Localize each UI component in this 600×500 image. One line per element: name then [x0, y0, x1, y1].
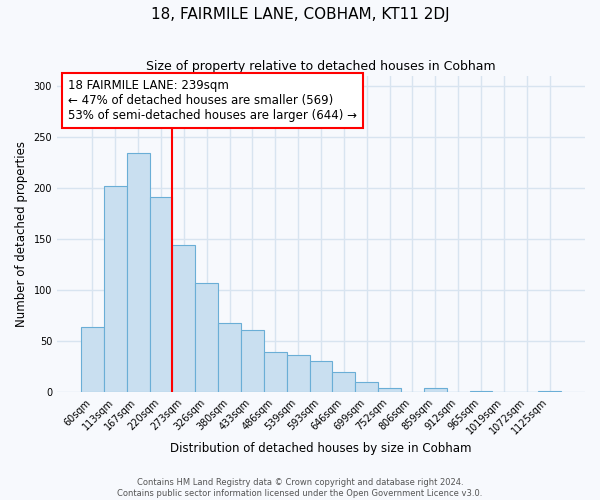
Bar: [264, 352, 287, 393]
Bar: [424, 388, 447, 392]
Bar: [310, 360, 332, 392]
X-axis label: Distribution of detached houses by size in Cobham: Distribution of detached houses by size …: [170, 442, 472, 455]
Title: Size of property relative to detached houses in Cobham: Size of property relative to detached ho…: [146, 60, 496, 73]
Bar: [196, 283, 218, 393]
Bar: [127, 153, 149, 392]
Bar: [218, 323, 241, 392]
Bar: [287, 354, 310, 393]
Text: 18 FAIRMILE LANE: 239sqm
← 47% of detached houses are smaller (569)
53% of semi-: 18 FAIRMILE LANE: 239sqm ← 47% of detach…: [68, 78, 356, 122]
Bar: [355, 382, 378, 392]
Bar: [378, 388, 401, 392]
Bar: [241, 330, 264, 392]
Bar: [149, 197, 172, 392]
Bar: [332, 372, 355, 392]
Bar: [81, 327, 104, 392]
Text: Contains HM Land Registry data © Crown copyright and database right 2024.
Contai: Contains HM Land Registry data © Crown c…: [118, 478, 482, 498]
Text: 18, FAIRMILE LANE, COBHAM, KT11 2DJ: 18, FAIRMILE LANE, COBHAM, KT11 2DJ: [151, 8, 449, 22]
Bar: [172, 245, 196, 392]
Y-axis label: Number of detached properties: Number of detached properties: [15, 141, 28, 327]
Bar: [104, 186, 127, 392]
